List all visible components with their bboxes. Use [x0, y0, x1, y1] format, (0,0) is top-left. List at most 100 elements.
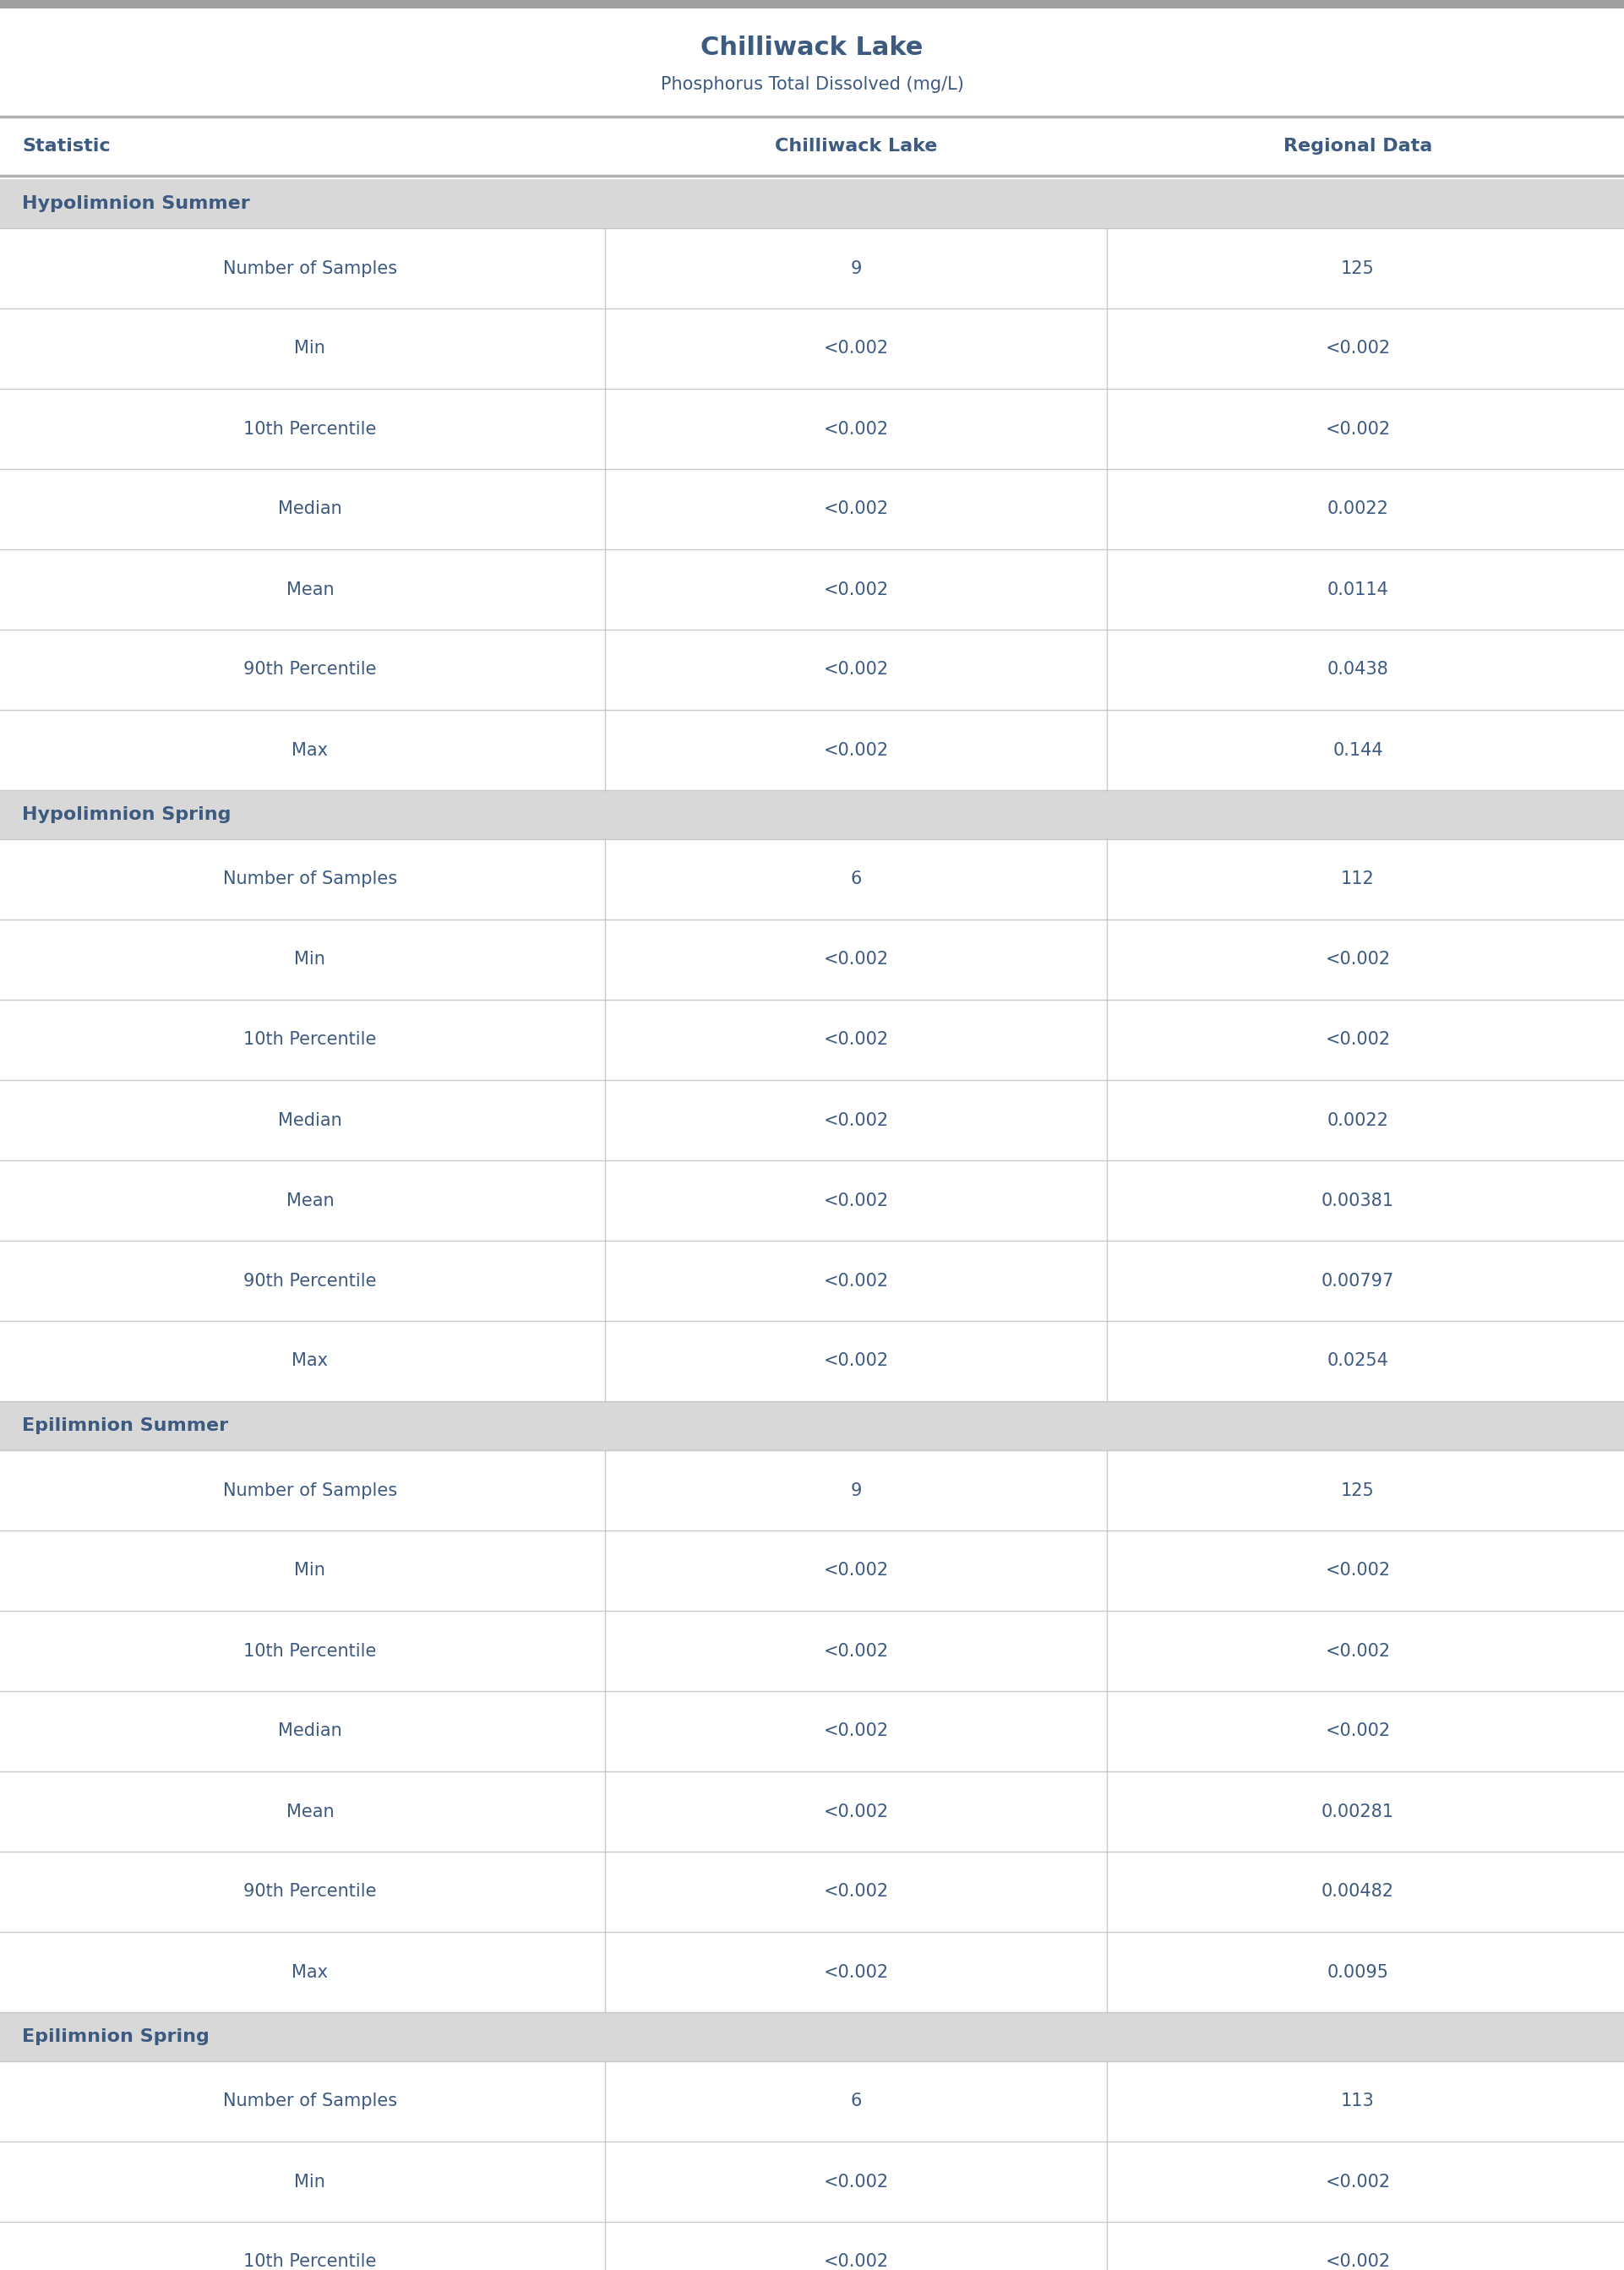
Text: <0.002: <0.002 [823, 1562, 888, 1580]
Bar [0, 711, 1624, 790]
Text: 0.00482: 0.00482 [1322, 1884, 1393, 1900]
Text: <0.002: <0.002 [1325, 420, 1390, 438]
Bar [0, 999, 1624, 1081]
Text: 125: 125 [1341, 259, 1374, 277]
Text: <0.002: <0.002 [1325, 1031, 1390, 1049]
Text: <0.002: <0.002 [823, 742, 888, 758]
Text: <0.002: <0.002 [823, 2254, 888, 2270]
Text: Number of Samples: Number of Samples [222, 872, 398, 888]
Text: 10th Percentile: 10th Percentile [244, 1031, 377, 1049]
Text: <0.002: <0.002 [823, 661, 888, 679]
Text: Epilimnion Spring: Epilimnion Spring [23, 2029, 209, 2045]
Text: 10th Percentile: 10th Percentile [244, 420, 377, 438]
Text: Min: Min [294, 340, 325, 356]
Text: Min: Min [294, 2172, 325, 2191]
Text: <0.002: <0.002 [823, 340, 888, 356]
Text: 0.0438: 0.0438 [1327, 661, 1389, 679]
Text: 90th Percentile: 90th Percentile [244, 1884, 377, 1900]
Text: <0.002: <0.002 [823, 1353, 888, 1369]
Text: 9: 9 [851, 1482, 861, 1498]
Text: 0.0254: 0.0254 [1327, 1353, 1389, 1369]
Text: Chilliwack Lake: Chilliwack Lake [775, 138, 937, 154]
Bar [0, 1401, 1624, 1451]
Text: <0.002: <0.002 [823, 2172, 888, 2191]
Bar [0, 2061, 1624, 2141]
Text: <0.002: <0.002 [823, 951, 888, 967]
Text: <0.002: <0.002 [823, 1112, 888, 1128]
Text: <0.002: <0.002 [823, 420, 888, 438]
Text: 0.0022: 0.0022 [1327, 502, 1389, 518]
Bar [0, 1691, 1624, 1771]
Text: 10th Percentile: 10th Percentile [244, 1643, 377, 1659]
Text: Epilimnion Summer: Epilimnion Summer [23, 1416, 229, 1435]
Text: <0.002: <0.002 [1325, 1723, 1390, 1739]
Text: 0.00381: 0.00381 [1322, 1192, 1393, 1210]
Text: Phosphorus Total Dissolved (mg/L): Phosphorus Total Dissolved (mg/L) [661, 75, 963, 93]
Bar [0, 309, 1624, 388]
Bar [0, 1771, 1624, 1852]
Bar [0, 629, 1624, 711]
Text: Max: Max [292, 1964, 328, 1979]
Text: Number of Samples: Number of Samples [222, 259, 398, 277]
Text: 0.0022: 0.0022 [1327, 1112, 1389, 1128]
Text: <0.002: <0.002 [823, 1723, 888, 1739]
Bar [0, 840, 1624, 919]
Text: 0.144: 0.144 [1333, 742, 1384, 758]
Text: 113: 113 [1341, 2093, 1374, 2109]
Text: Median: Median [278, 1112, 343, 1128]
Text: Median: Median [278, 502, 343, 518]
Text: Max: Max [292, 1353, 328, 1369]
Text: Hypolimnion Spring: Hypolimnion Spring [23, 806, 231, 824]
Bar [0, 1612, 1624, 1691]
Text: Number of Samples: Number of Samples [222, 1482, 398, 1498]
Text: Max: Max [292, 742, 328, 758]
Bar [0, 388, 1624, 470]
Bar [0, 790, 1624, 840]
Bar [0, 1160, 1624, 1242]
Bar [0, 549, 1624, 629]
Bar [0, 0, 1624, 9]
Bar [0, 1321, 1624, 1401]
Text: <0.002: <0.002 [1325, 1562, 1390, 1580]
Bar [0, 1932, 1624, 2011]
Text: 9: 9 [851, 259, 861, 277]
Bar [0, 1530, 1624, 1612]
Bar [0, 1451, 1624, 1530]
Text: Median: Median [278, 1723, 343, 1739]
Text: <0.002: <0.002 [1325, 1643, 1390, 1659]
Bar [0, 2141, 1624, 2222]
Text: <0.002: <0.002 [1325, 2172, 1390, 2191]
Text: <0.002: <0.002 [823, 1964, 888, 1979]
Bar [0, 9, 1624, 116]
Text: Regional Data: Regional Data [1283, 138, 1432, 154]
Bar [0, 919, 1624, 999]
Text: <0.002: <0.002 [823, 581, 888, 597]
Text: 112: 112 [1341, 872, 1374, 888]
Bar [0, 1852, 1624, 1932]
Text: <0.002: <0.002 [823, 1643, 888, 1659]
Text: Statistic: Statistic [23, 138, 110, 154]
Text: <0.002: <0.002 [1325, 2254, 1390, 2270]
Text: 6: 6 [851, 2093, 861, 2109]
Text: <0.002: <0.002 [823, 1271, 888, 1289]
Text: Number of Samples: Number of Samples [222, 2093, 398, 2109]
Text: Mean: Mean [286, 1802, 335, 1821]
Bar [0, 1242, 1624, 1321]
Text: <0.002: <0.002 [1325, 340, 1390, 356]
Text: Min: Min [294, 951, 325, 967]
Text: <0.002: <0.002 [823, 1802, 888, 1821]
Text: <0.002: <0.002 [823, 1031, 888, 1049]
Text: Min: Min [294, 1562, 325, 1580]
Text: 0.0114: 0.0114 [1327, 581, 1389, 597]
Text: 90th Percentile: 90th Percentile [244, 1271, 377, 1289]
Text: 0.0095: 0.0095 [1327, 1964, 1389, 1979]
Bar [0, 179, 1624, 229]
Text: Chilliwack Lake: Chilliwack Lake [700, 34, 924, 59]
Text: 0.00797: 0.00797 [1322, 1271, 1395, 1289]
Text: 10th Percentile: 10th Percentile [244, 2254, 377, 2270]
Bar [0, 1081, 1624, 1160]
Bar [0, 229, 1624, 309]
Text: 0.00281: 0.00281 [1322, 1802, 1393, 1821]
Text: <0.002: <0.002 [823, 1884, 888, 1900]
Bar [0, 116, 1624, 175]
